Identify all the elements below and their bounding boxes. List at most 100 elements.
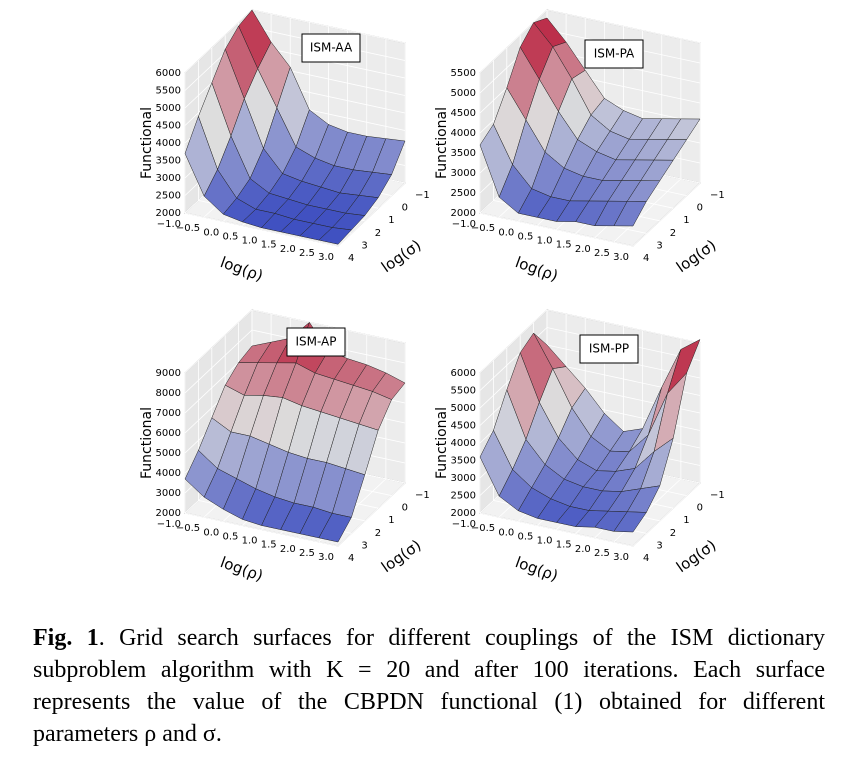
x-tick-label: −1.0 xyxy=(157,519,181,530)
x-tick-label: 0.0 xyxy=(203,227,219,238)
y-tick-label: 2 xyxy=(670,528,676,539)
y-tick-label: 4 xyxy=(643,253,649,264)
z-tick-label: 5000 xyxy=(156,448,181,459)
y-tick-label: 0 xyxy=(697,503,703,514)
z-tick-label: 3500 xyxy=(451,456,476,467)
chart-title: ISM-PP xyxy=(589,342,629,356)
x-tick-label: 3.0 xyxy=(318,552,334,563)
z-tick-label: 9000 xyxy=(156,368,181,379)
z-tick-label: 4000 xyxy=(451,438,476,449)
figure: 200025003000350040004500500055006000−1.0… xyxy=(139,8,725,585)
grid-line xyxy=(479,73,634,247)
x-tick-label: 2.5 xyxy=(299,548,315,559)
z-tick-label: 5000 xyxy=(451,88,476,99)
x-tick-label: 0.0 xyxy=(203,527,219,538)
z-tick-label: 3000 xyxy=(451,473,476,484)
x-tick-label: 2.0 xyxy=(280,544,296,555)
x-tick-label: 3.0 xyxy=(613,552,629,563)
y-axis-label: log(σ) xyxy=(673,236,719,276)
x-tick-label: −0.5 xyxy=(176,523,200,534)
x-tick-label: 1.0 xyxy=(537,536,553,547)
y-tick-label: 2 xyxy=(375,228,381,239)
x-tick-label: 1.5 xyxy=(556,540,572,551)
x-tick-label: 2.5 xyxy=(594,248,610,259)
x-tick-label: 0.5 xyxy=(517,531,533,542)
z-tick-label: 4500 xyxy=(156,121,181,132)
grid-line xyxy=(479,373,634,547)
x-tick-label: 1.5 xyxy=(261,240,277,251)
y-tick-label: 2 xyxy=(670,228,676,239)
z-tick-label: 3000 xyxy=(156,488,181,499)
z-tick-label: 3000 xyxy=(156,173,181,184)
z-tick-label: 3500 xyxy=(451,148,476,159)
z-tick-label: 5500 xyxy=(156,86,181,97)
y-tick-label: 1 xyxy=(683,215,689,226)
y-tick-label: 0 xyxy=(402,503,408,514)
y-tick-label: 4 xyxy=(348,553,354,564)
surface-plot: 2000 2500 3000 3500 4000 4500 5000 5500 6000 −1.0… xyxy=(139,8,430,285)
x-tick-label: −0.5 xyxy=(471,523,495,534)
z-tick-label: 4500 xyxy=(451,108,476,119)
y-tick-label: −1 xyxy=(710,490,725,501)
y-tick-label: 0 xyxy=(402,203,408,214)
z-tick-label: 2000 xyxy=(451,508,476,519)
grid-line xyxy=(184,73,339,247)
x-tick-label: −0.5 xyxy=(471,223,495,234)
z-tick-label: 6000 xyxy=(156,428,181,439)
z-tick-label: 6000 xyxy=(451,368,476,379)
x-tick-label: −1.0 xyxy=(452,219,476,230)
surface-plot: 2000 3000 4000 5000 6000 7000 8000 9000 −1.0−0.5… xyxy=(139,308,430,585)
x-tick-label: 2.5 xyxy=(594,548,610,559)
x-tick-label: −1.0 xyxy=(452,519,476,530)
x-tick-label: 0.0 xyxy=(498,227,514,238)
y-tick-label: −1 xyxy=(710,190,725,201)
y-tick-label: −1 xyxy=(415,490,430,501)
z-tick-label: 3500 xyxy=(156,156,181,167)
x-tick-label: −0.5 xyxy=(176,223,200,234)
y-tick-label: 2 xyxy=(375,528,381,539)
y-axis-label: log(σ) xyxy=(378,236,424,276)
z-axis-label: Functional xyxy=(434,107,450,179)
chart-title: ISM-AP xyxy=(295,335,336,349)
z-tick-label: 2500 xyxy=(451,491,476,502)
surface-face xyxy=(613,511,647,533)
y-tick-label: 1 xyxy=(683,515,689,526)
z-tick-label: 8000 xyxy=(156,388,181,399)
z-tick-label: 4500 xyxy=(451,421,476,432)
z-tick-label: 4000 xyxy=(156,138,181,149)
z-tick-label: 5500 xyxy=(451,68,476,79)
x-tick-label: 0.5 xyxy=(222,531,238,542)
grid-line xyxy=(184,373,339,547)
x-tick-label: 2.5 xyxy=(299,248,315,259)
x-tick-label: 1.0 xyxy=(537,236,553,247)
z-axis-label: Functional xyxy=(139,407,155,479)
z-tick-label: 3000 xyxy=(451,168,476,179)
x-axis-label: log(ρ) xyxy=(218,253,266,285)
surface-plot: 2000 2500 3000 3500 4000 4500 5000 5500 −1.0−0.5… xyxy=(434,8,725,285)
y-tick-label: 3 xyxy=(656,540,662,551)
title-box xyxy=(301,33,361,63)
x-axis-label: log(ρ) xyxy=(513,253,561,285)
chart-title: ISM-PA xyxy=(594,47,635,61)
z-tick-label: 2000 xyxy=(451,208,476,219)
z-axis-label: Functional xyxy=(139,107,155,179)
chart-title: ISM-AA xyxy=(310,41,353,55)
z-tick-label: 2000 xyxy=(156,208,181,219)
y-tick-label: 4 xyxy=(643,553,649,564)
z-tick-label: 4000 xyxy=(156,468,181,479)
y-tick-label: 1 xyxy=(388,215,394,226)
z-tick-label: 5000 xyxy=(156,103,181,114)
x-tick-label: −1.0 xyxy=(157,219,181,230)
z-tick-label: 7000 xyxy=(156,408,181,419)
y-tick-label: 4 xyxy=(348,253,354,264)
surface-face xyxy=(318,227,352,245)
z-tick-label: 2500 xyxy=(156,191,181,202)
title-box xyxy=(584,39,644,69)
x-tick-label: 3.0 xyxy=(318,252,334,263)
title-box xyxy=(286,327,346,357)
z-tick-label: 2000 xyxy=(156,508,181,519)
title-box xyxy=(579,334,639,364)
x-tick-label: 2.0 xyxy=(575,244,591,255)
surface-plot: 2000 2500 3000 3500 4000 4500 5000 5500 6000 −1.0… xyxy=(434,308,725,585)
x-tick-label: 1.5 xyxy=(261,540,277,551)
